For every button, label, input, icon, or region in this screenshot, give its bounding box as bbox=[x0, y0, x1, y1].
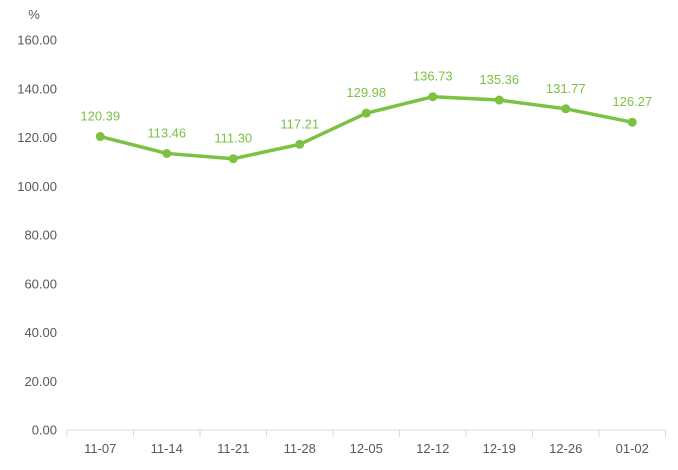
data-point-marker bbox=[228, 154, 238, 164]
data-point-marker bbox=[428, 92, 438, 102]
x-axis-tick-label: 01-02 bbox=[616, 441, 649, 456]
x-axis-tick-label: 11-28 bbox=[284, 441, 316, 456]
data-point-label: 111.30 bbox=[214, 131, 252, 146]
y-axis-tick-label: 140.00 bbox=[17, 81, 57, 96]
data-point-label: 120.39 bbox=[80, 109, 120, 124]
y-axis-tick-label: 100.00 bbox=[17, 179, 57, 194]
x-axis-tick-label: 12-12 bbox=[416, 441, 449, 456]
data-point-marker bbox=[627, 117, 637, 127]
y-axis-tick-label: 20.00 bbox=[24, 374, 57, 389]
x-axis-tick-label: 11-14 bbox=[151, 441, 183, 456]
data-point-marker bbox=[561, 104, 571, 114]
data-point-marker bbox=[95, 132, 105, 142]
y-axis-tick-label: 60.00 bbox=[24, 276, 57, 291]
y-axis-tick-label: 120.00 bbox=[17, 130, 57, 145]
y-axis-tick-label: 160.00 bbox=[17, 33, 57, 48]
data-point-label: 131.77 bbox=[546, 81, 586, 96]
y-axis-tick-label: 40.00 bbox=[24, 325, 57, 340]
y-axis-tick-label: 0.00 bbox=[32, 423, 57, 438]
x-axis-tick-label: 11-07 bbox=[84, 441, 116, 456]
data-point-label: 129.98 bbox=[346, 85, 386, 100]
data-point-marker bbox=[295, 139, 305, 149]
data-point-marker bbox=[361, 108, 371, 118]
data-point-label: 136.73 bbox=[413, 69, 453, 84]
x-axis-tick-label: 12-26 bbox=[549, 441, 582, 456]
y-axis-tick-label: 80.00 bbox=[24, 228, 57, 243]
data-point-label: 113.46 bbox=[147, 125, 186, 140]
data-point-marker bbox=[162, 148, 172, 158]
x-axis-tick-label: 11-21 bbox=[217, 441, 249, 456]
data-point-label: 135.36 bbox=[479, 72, 519, 87]
data-point-label: 117.21 bbox=[280, 116, 319, 131]
data-point-label: 126.27 bbox=[612, 94, 652, 109]
x-axis-tick-label: 12-05 bbox=[350, 441, 383, 456]
y-axis-unit-label: % bbox=[28, 7, 40, 22]
x-axis-tick-label: 12-19 bbox=[483, 441, 516, 456]
data-point-marker bbox=[494, 95, 504, 105]
